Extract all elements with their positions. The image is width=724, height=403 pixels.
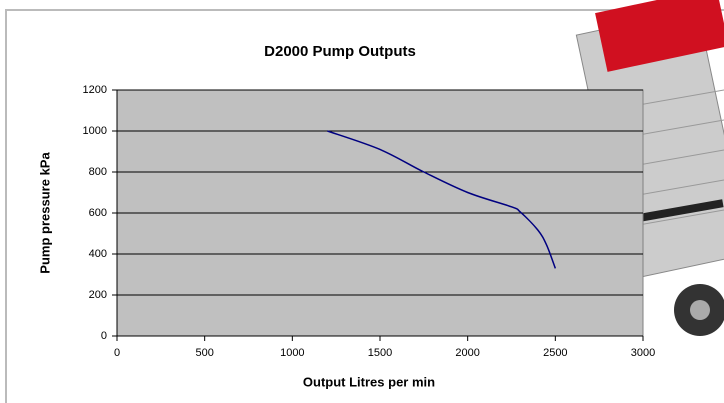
x-tick-label: 1000 — [280, 347, 304, 359]
y-tick-label: 1200 — [83, 84, 107, 96]
y-axis-title: Pump pressure kPa — [37, 152, 52, 274]
x-tick-label: 2500 — [543, 347, 567, 359]
x-tick-label: 0 — [114, 347, 120, 359]
x-axis-title: Output Litres per min — [303, 374, 435, 389]
y-tick-label: 600 — [89, 207, 107, 219]
y-tick-label: 1000 — [83, 125, 107, 137]
frame — [5, 9, 724, 403]
x-tick-label: 3000 — [631, 347, 655, 359]
x-tick-label: 500 — [195, 347, 213, 359]
chart-title: D2000 Pump Outputs — [264, 43, 416, 60]
data-line — [327, 130, 557, 269]
y-tick-label: 0 — [101, 330, 107, 342]
x-tick-label: 2000 — [455, 347, 479, 359]
x-tick-label: 1500 — [368, 347, 392, 359]
y-tick-label: 200 — [89, 289, 107, 301]
y-tick-label: 800 — [89, 166, 107, 178]
y-tick-label: 400 — [89, 248, 107, 260]
